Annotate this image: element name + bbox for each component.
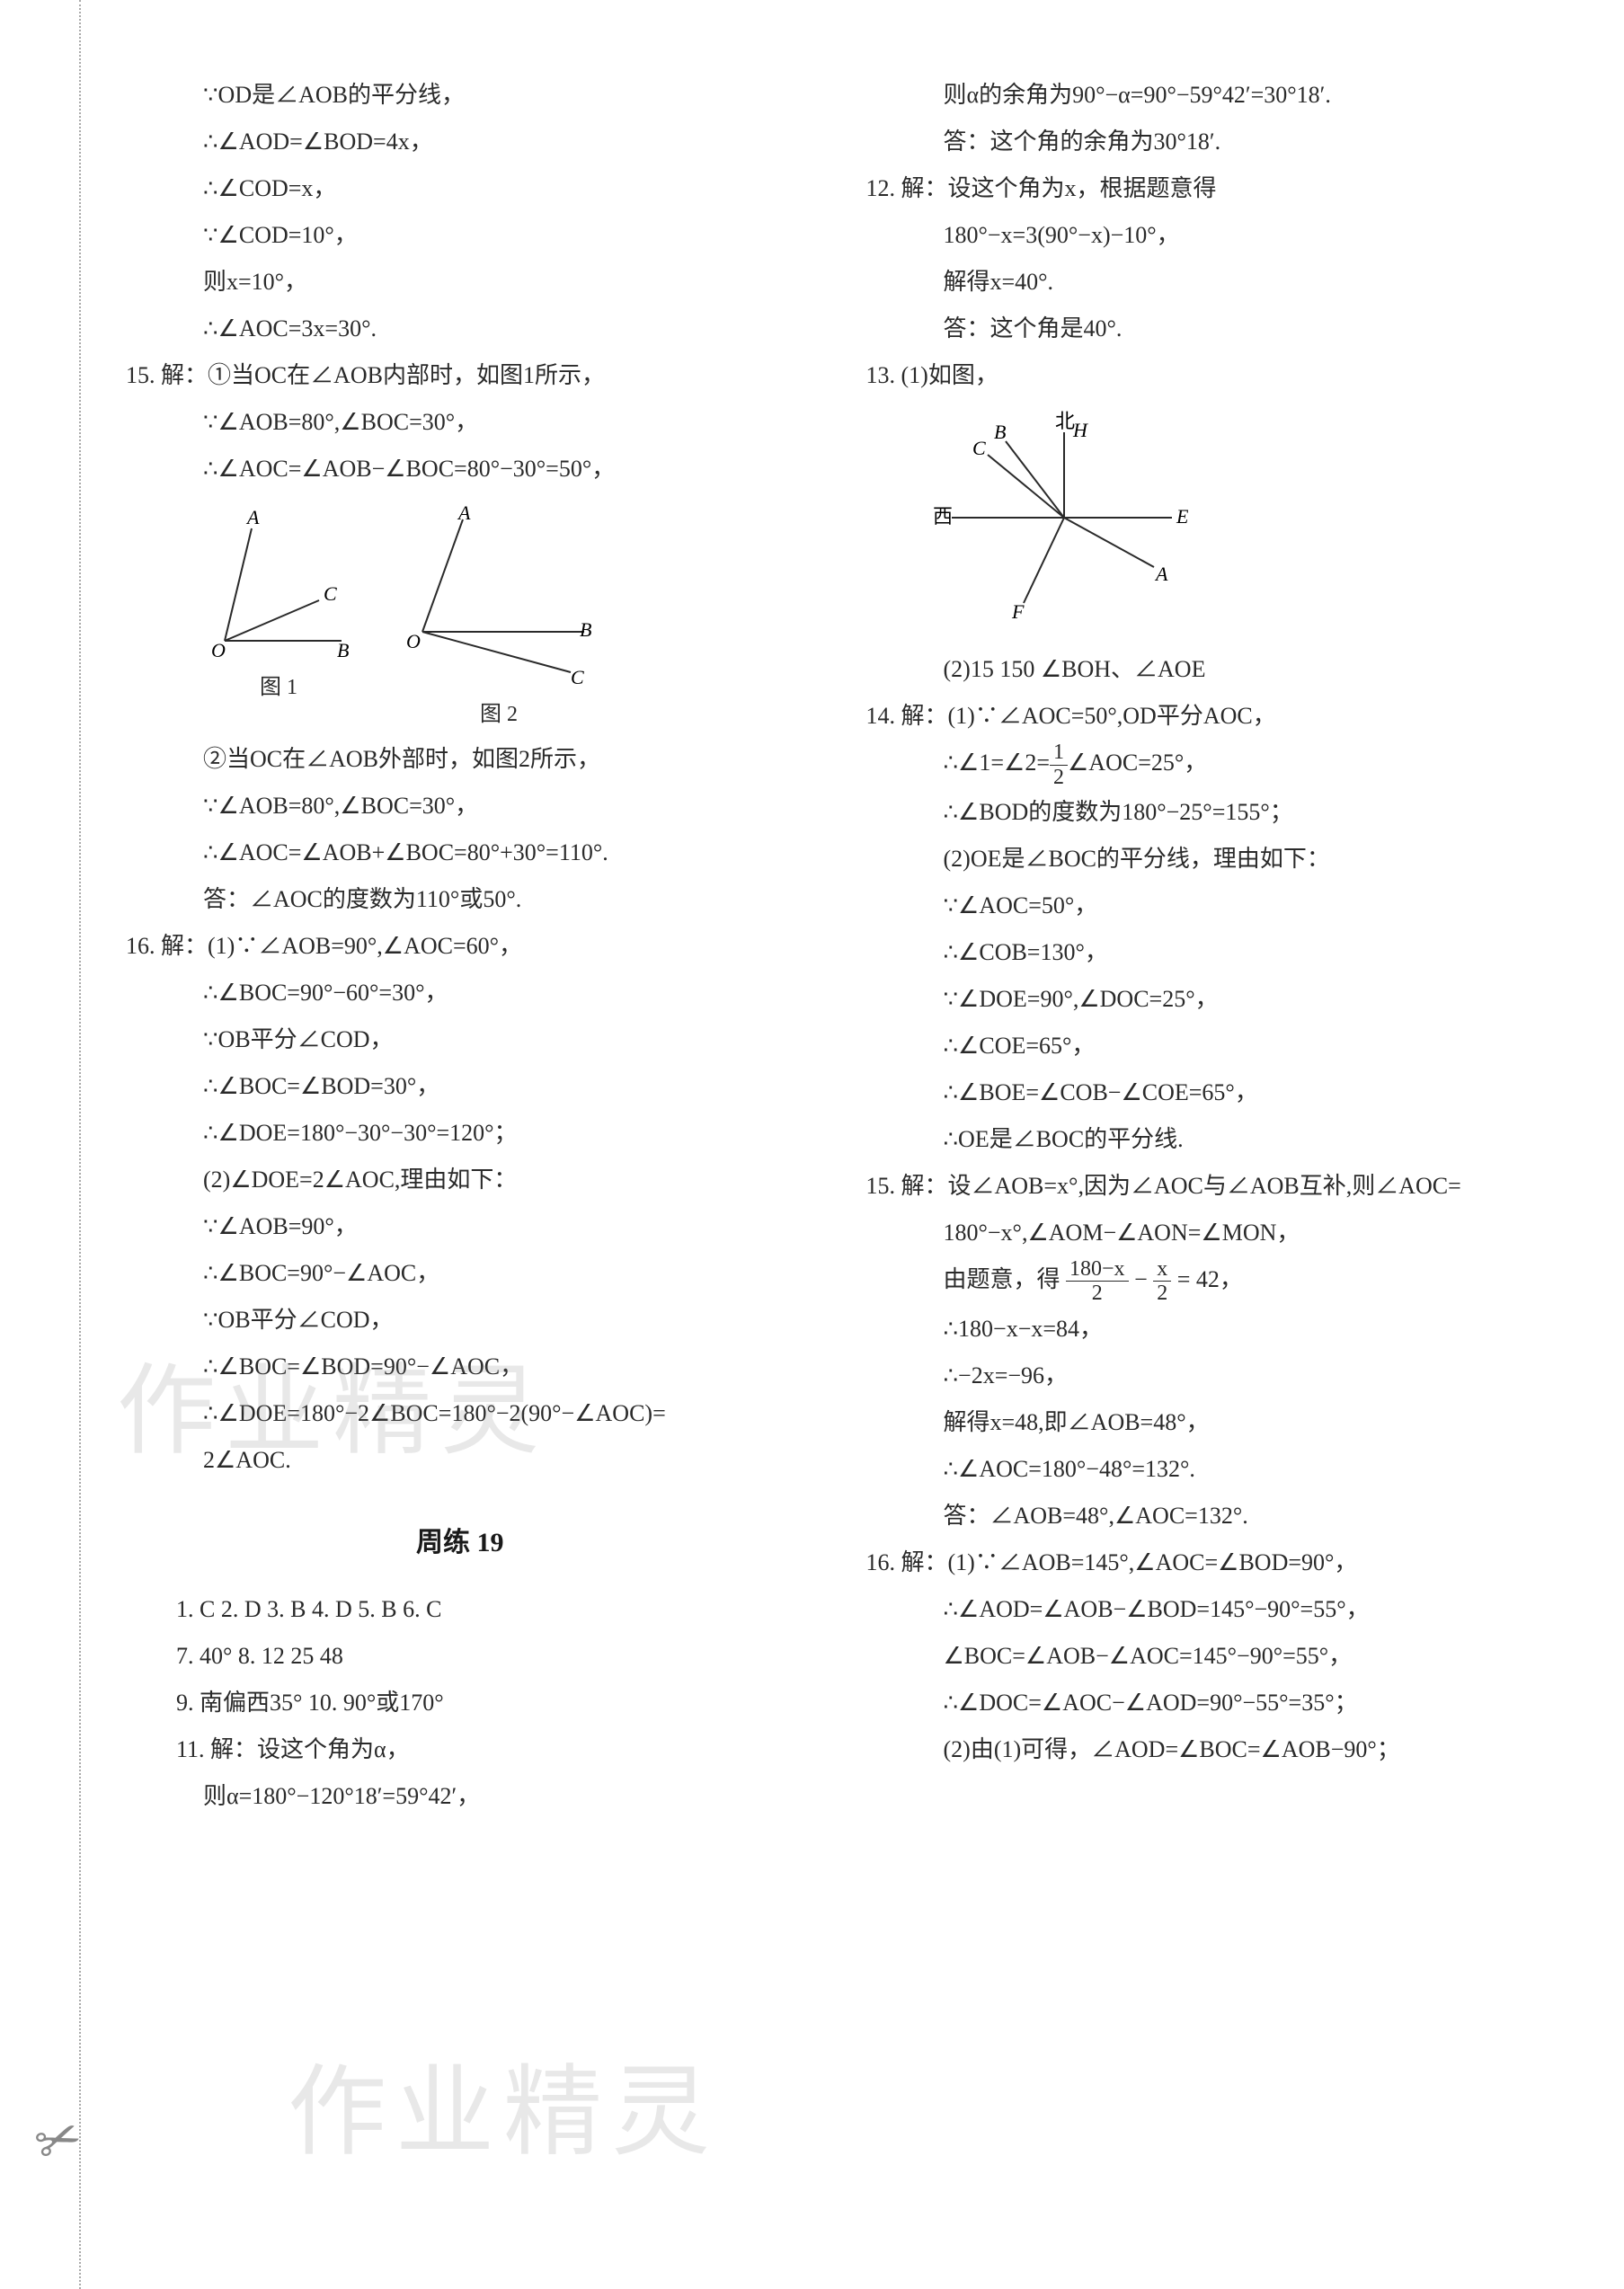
text-line: (2)15 150 ∠BOH、∠AOE <box>866 646 1535 693</box>
text-line: 则α=180°−120°18′=59°42′， <box>126 1773 794 1820</box>
problem-15-head: 15. 解：设∠AOB=x°,因为∠AOC与∠AOB互补,则∠AOC= <box>866 1163 1535 1210</box>
text-line: ∴∠BOD的度数为180°−25°=155°； <box>866 789 1535 836</box>
label-E: E <box>1176 505 1189 528</box>
text-line: 180°−x°,∠AOM−∠AON=∠MON， <box>866 1210 1535 1256</box>
text-line: ∵∠AOC=50°， <box>866 883 1535 929</box>
text-line: ∴∠AOD=∠BOD=4x， <box>126 119 794 165</box>
problem-16-head: 16. 解：(1)∵∠AOB=90°,∠AOC=60°， <box>126 923 794 970</box>
text-line: 解得x=40°. <box>866 259 1535 306</box>
text-line: ∴∠AOC=∠AOB−∠BOC=80°−30°=50°， <box>126 446 794 492</box>
text-line: ∴∠BOC=∠BOD=90°−∠AOC， <box>126 1344 794 1390</box>
label-north: 北 <box>1055 410 1075 432</box>
text-line: ∠BOC=∠AOB−∠AOC=145°−90°=55°， <box>866 1633 1535 1680</box>
text-line: 答：∠AOB=48°,∠AOC=132°. <box>866 1493 1535 1539</box>
text-line: 则x=10°， <box>126 259 794 306</box>
answer-row: 9. 南偏西35° 10. 90°或170° <box>126 1680 794 1726</box>
text-line: 答：∠AOC的度数为110°或50°. <box>126 876 794 923</box>
text-line: 180°−x=3(90°−x)−10°， <box>866 212 1535 259</box>
label-B: B <box>337 639 349 659</box>
text-line: ∴∠BOC=90°−∠AOC， <box>126 1250 794 1297</box>
text-line: ∵OB平分∠COD， <box>126 1297 794 1344</box>
text-line: ∵OD是∠AOB的平分线， <box>126 72 794 119</box>
text-line: ∴180−x−x=84， <box>866 1306 1535 1353</box>
text-line: 由题意，得 180−x2 − x2 = 42， <box>866 1256 1535 1306</box>
text-line: ∴∠1=∠2=12∠AOC=25°， <box>866 740 1535 789</box>
compass-diagram-icon: 北 H B C 西 E A F <box>929 410 1199 625</box>
label-C: C <box>324 582 337 605</box>
label-A: A <box>457 506 471 524</box>
figure-2-label: 图 2 <box>395 696 602 727</box>
text-line: ∴∠COB=130°， <box>866 929 1535 976</box>
text-line: ∴∠AOC=∠AOB+∠BOC=80°+30°=110°. <box>126 830 794 876</box>
answer-row: 7. 40° 8. 12 25 48 <box>126 1633 794 1680</box>
text-line: ∴∠BOC=90°−60°=30°， <box>126 970 794 1016</box>
text-line: ∴∠AOC=180°−48°=132°. <box>866 1446 1535 1493</box>
section-heading: 周练 19 <box>126 1520 794 1559</box>
text-line: ∵∠COD=10°， <box>126 212 794 259</box>
text-line: ∴∠DOE=180°−30°−30°=120°； <box>126 1110 794 1157</box>
label-F: F <box>1011 600 1025 623</box>
text-line: 答：这个角的余角为30°18′. <box>866 119 1535 165</box>
right-column: 则α的余角为90°−α=90°−59°42′=30°18′. 答：这个角的余角为… <box>866 72 1535 1820</box>
text-line: ∵∠DOE=90°,∠DOC=25°， <box>866 976 1535 1023</box>
angle-diagram-1-icon: A C O B <box>198 506 359 659</box>
figure-1: A C O B 图 1 <box>198 506 359 727</box>
text-line: 解得x=48,即∠AOB=48°， <box>866 1399 1535 1446</box>
text-line: ∴∠AOC=3x=30°. <box>126 306 794 352</box>
problem-11-head: 11. 解：设这个角为α， <box>126 1726 794 1773</box>
text-line: ∴∠COE=65°， <box>866 1023 1535 1069</box>
text-line: ∴∠COD=x， <box>126 165 794 212</box>
page-content: ∵OD是∠AOB的平分线， ∴∠AOD=∠BOD=4x， ∴∠COD=x， ∵∠… <box>0 0 1624 1874</box>
text-line: 则α的余角为90°−α=90°−59°42′=30°18′. <box>866 72 1535 119</box>
text-line: (2)由(1)可得，∠AOD=∠BOC=∠AOB−90°； <box>866 1726 1535 1773</box>
problem-16-head: 16. 解：(1)∵∠AOB=145°,∠AOC=∠BOD=90°， <box>866 1539 1535 1586</box>
left-column: ∵OD是∠AOB的平分线， ∴∠AOD=∠BOD=4x， ∴∠COD=x， ∵∠… <box>126 72 794 1820</box>
text-line: ∴∠BOC=∠BOD=30°， <box>126 1063 794 1110</box>
text-line: 2∠AOC. <box>126 1437 794 1484</box>
watermark-2: 作业精灵 <box>288 2031 719 2175</box>
text-line: 答：这个角是40°. <box>866 306 1535 352</box>
text-line: ∵∠AOB=80°,∠BOC=30°， <box>126 399 794 446</box>
label-C: C <box>571 666 584 686</box>
text-line: ∴−2x=−96， <box>866 1353 1535 1399</box>
text-line: (2)∠DOE=2∠AOC,理由如下： <box>126 1157 794 1203</box>
label-west: 西 <box>933 505 953 528</box>
label-C: C <box>972 437 986 459</box>
label-B: B <box>994 421 1006 443</box>
text-line: ∵OB平分∠COD， <box>126 1016 794 1063</box>
label-B: B <box>580 618 591 641</box>
text-line: ②当OC在∠AOB外部时，如图2所示， <box>126 736 794 783</box>
figure-2: A O B C 图 2 <box>395 506 602 727</box>
figure-row: A C O B 图 1 A O B C 图 2 <box>198 506 794 727</box>
text-line: ∴∠BOE=∠COB−∠COE=65°， <box>866 1069 1535 1116</box>
label-A: A <box>1154 563 1168 585</box>
label-H: H <box>1072 419 1088 441</box>
text-line: ∴∠DOC=∠AOC−∠AOD=90°−55°=35°； <box>866 1680 1535 1726</box>
problem-15-head: 15. 解：①当OC在∠AOB内部时，如图1所示， <box>126 352 794 399</box>
text-line: ∴∠DOE=180°−2∠BOC=180°−2(90°−∠AOC)= <box>126 1390 794 1437</box>
label-O: O <box>211 639 226 659</box>
scissor-icon: ✂ <box>27 2104 91 2178</box>
problem-12-head: 12. 解：设这个角为x，根据题意得 <box>866 165 1535 212</box>
text-line: ∵∠AOB=90°， <box>126 1203 794 1250</box>
text-line: (2)OE是∠BOC的平分线，理由如下： <box>866 836 1535 883</box>
figure-1-label: 图 1 <box>198 669 359 700</box>
label-O: O <box>406 630 421 652</box>
margin-dotted-line <box>79 0 81 2289</box>
text-line: ∵∠AOB=80°,∠BOC=30°， <box>126 783 794 830</box>
angle-diagram-2-icon: A O B C <box>395 506 602 686</box>
label-A: A <box>245 506 260 528</box>
problem-13-head: 13. (1)如图， <box>866 352 1535 399</box>
answer-row: 1. C 2. D 3. B 4. D 5. B 6. C <box>126 1586 794 1633</box>
problem-14-head: 14. 解：(1)∵∠AOC=50°,OD平分AOC， <box>866 693 1535 740</box>
text-line: ∴OE是∠BOC的平分线. <box>866 1116 1535 1163</box>
compass-figure: 北 H B C 西 E A F <box>929 410 1535 630</box>
text-line: ∴∠AOD=∠AOB−∠BOD=145°−90°=55°， <box>866 1586 1535 1633</box>
